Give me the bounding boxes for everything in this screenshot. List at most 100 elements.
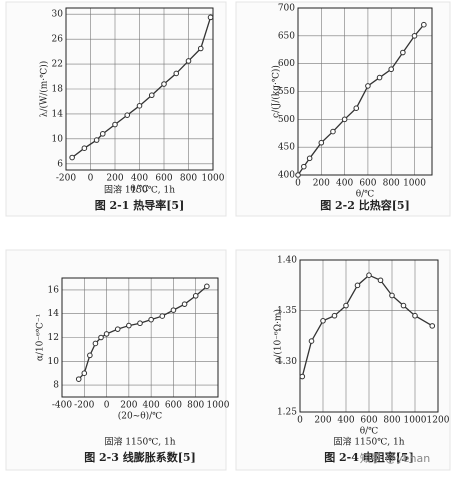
y-tick-label: 600 bbox=[278, 59, 295, 69]
chart-title: 图 2-3 线膨胀系数[5] bbox=[84, 450, 196, 464]
y-tick-label: 10 bbox=[48, 357, 60, 367]
x-tick-label: 600 bbox=[359, 179, 376, 189]
y-tick-label: 22 bbox=[52, 60, 63, 70]
data-point bbox=[330, 128, 336, 135]
x-tick-label: 1000 bbox=[202, 174, 225, 184]
data-point bbox=[353, 105, 360, 111]
data-point bbox=[365, 83, 371, 89]
x-tick-label: -400 bbox=[52, 401, 72, 411]
x-tick-label: 400 bbox=[337, 416, 354, 426]
data-point bbox=[75, 376, 82, 382]
data-point bbox=[103, 331, 110, 337]
x-tick-label: 1000 bbox=[403, 179, 426, 189]
y-tick-label: 30 bbox=[52, 10, 64, 20]
y-axis-label: c/(J/(kg·℃)) bbox=[271, 65, 282, 118]
subtitle: 固溶 1150℃, 1h bbox=[104, 436, 175, 448]
y-tick-label: 500 bbox=[278, 115, 295, 125]
plot-frame bbox=[65, 7, 214, 171]
data-point bbox=[148, 92, 155, 99]
y-tick-label: 16 bbox=[48, 285, 60, 295]
y-tick-label: 1.35 bbox=[277, 306, 297, 316]
y-tick-label: 1.25 bbox=[277, 408, 297, 418]
x-tick-label: 200 bbox=[106, 174, 123, 184]
x-tick-label: 800 bbox=[383, 416, 400, 426]
data-point bbox=[389, 292, 395, 299]
data-point bbox=[98, 334, 104, 341]
x-tick-label: 1000 bbox=[404, 416, 427, 426]
panel bbox=[5, 249, 227, 471]
data-point bbox=[173, 70, 180, 77]
data-point bbox=[331, 312, 338, 319]
data-point bbox=[421, 21, 427, 28]
watermark: 知乎 @yehan bbox=[360, 451, 430, 465]
chart-title: 图 2-1 热导率[5] bbox=[95, 198, 185, 212]
x-tick-label: 200 bbox=[313, 179, 330, 189]
plot-frame bbox=[297, 7, 433, 176]
data-point bbox=[126, 322, 132, 329]
x-axis-label: θ/℃ bbox=[360, 427, 379, 437]
x-tick-label: 0 bbox=[297, 416, 303, 426]
data-point bbox=[69, 154, 75, 161]
data-point bbox=[306, 155, 313, 162]
data-point bbox=[354, 282, 361, 289]
data-point bbox=[170, 307, 177, 313]
data-point bbox=[320, 318, 326, 324]
y-tick-label: 550 bbox=[278, 87, 295, 97]
data-point bbox=[207, 14, 214, 21]
data-point bbox=[343, 302, 349, 309]
x-tick-label: -200 bbox=[74, 401, 94, 411]
data-point bbox=[99, 131, 106, 137]
x-tick-label: 400 bbox=[131, 174, 148, 184]
data-point bbox=[192, 293, 199, 299]
data-point bbox=[112, 121, 118, 128]
data-point bbox=[295, 172, 301, 178]
x-tick-label: 400 bbox=[143, 401, 160, 411]
x-tick-label: 600 bbox=[360, 416, 377, 426]
chart-title: 图 2-4 电阻率[5] bbox=[324, 450, 414, 464]
panel bbox=[5, 1, 227, 217]
x-tick-label: 800 bbox=[180, 174, 197, 184]
data-point bbox=[81, 145, 88, 151]
x-tick-label: 1200 bbox=[427, 416, 450, 426]
x-tick-label: 800 bbox=[383, 179, 400, 189]
data-point bbox=[308, 338, 315, 344]
data-point bbox=[366, 272, 372, 279]
data-point bbox=[400, 49, 406, 56]
chart-title: 图 2-2 比热容[5] bbox=[320, 198, 410, 212]
y-tick-label: 14 bbox=[52, 109, 64, 119]
data-point bbox=[197, 45, 204, 52]
x-tick-label: 800 bbox=[187, 401, 204, 411]
data-point bbox=[159, 313, 166, 319]
y-tick-label: 700 bbox=[278, 4, 295, 14]
data-point bbox=[137, 320, 143, 327]
y-axis-label: λ/(W/(m·℃)) bbox=[39, 61, 50, 118]
x-tick-label: 1000 bbox=[207, 401, 230, 411]
y-tick-label: 8 bbox=[53, 381, 59, 391]
data-point bbox=[185, 58, 192, 64]
y-tick-label: 650 bbox=[278, 31, 295, 41]
y-tick-label: 26 bbox=[52, 35, 64, 45]
y-tick-label: 450 bbox=[278, 143, 295, 153]
x-tick-label: 600 bbox=[155, 174, 172, 184]
data-point bbox=[377, 277, 384, 284]
x-tick-label: 200 bbox=[120, 401, 137, 411]
subtitle: 固溶 1150℃, 1h bbox=[333, 436, 404, 448]
x-tick-label: 400 bbox=[336, 179, 353, 189]
data-point bbox=[87, 352, 93, 359]
x-axis-label: θ/℃ bbox=[130, 185, 149, 195]
data-point bbox=[411, 33, 418, 39]
x-axis-label: (20~θ)/℃ bbox=[118, 411, 163, 422]
data-point bbox=[299, 373, 306, 380]
y-tick-label: 12 bbox=[48, 333, 59, 343]
y-tick-label: 400 bbox=[278, 171, 295, 181]
data-point bbox=[136, 103, 143, 109]
y-tick-label: 10 bbox=[52, 134, 64, 144]
y-tick-label: 1.30 bbox=[277, 357, 297, 367]
data-point bbox=[81, 370, 88, 377]
data-point bbox=[204, 283, 210, 290]
data-point bbox=[400, 302, 407, 309]
data-point bbox=[93, 137, 100, 143]
y-tick-label: 14 bbox=[48, 309, 60, 319]
data-point bbox=[148, 316, 154, 323]
